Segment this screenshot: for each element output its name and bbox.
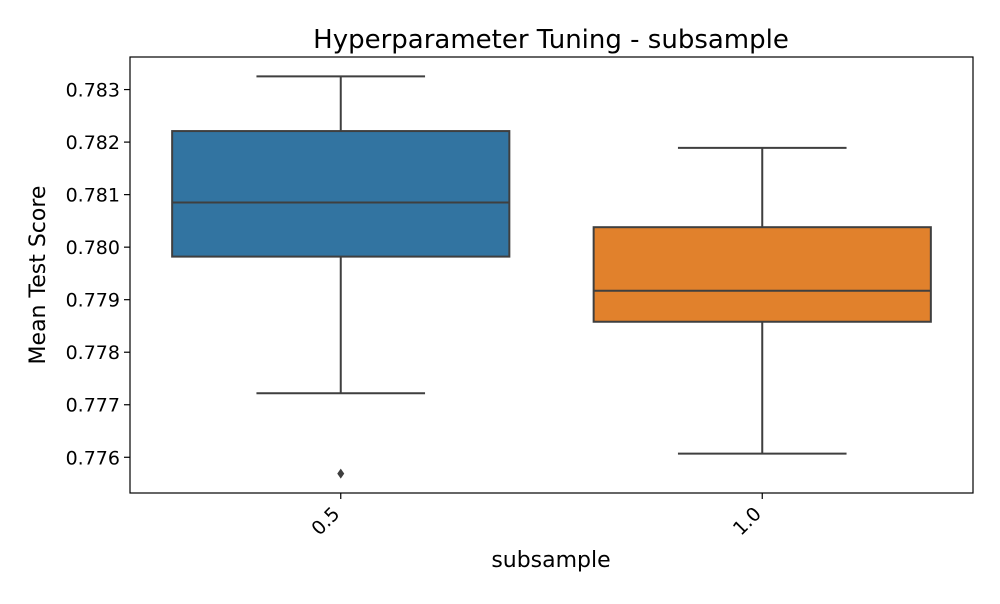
x-tick-label: 1.0: [729, 503, 766, 540]
x-axis-label: subsample: [491, 548, 610, 573]
box-outlier-point: [337, 468, 345, 479]
x-tick-label: 0.5: [307, 503, 344, 540]
y-tick-label: 0.781: [66, 185, 120, 207]
y-tick-label: 0.778: [66, 342, 120, 364]
y-tick-label: 0.782: [66, 132, 120, 154]
chart-title: Hyperparameter Tuning - subsample: [313, 25, 789, 55]
box-body: [592, 226, 932, 323]
plot-area: 0.776 0.777 0.778 0.779 0.780 0.781 0.782 0.783…: [66, 56, 974, 540]
y-tick-label: 0.783: [66, 80, 120, 102]
y-axis-label: Mean Test Score: [26, 186, 51, 365]
plot-frame: [129, 56, 974, 494]
y-tick-label: 0.777: [66, 395, 120, 417]
box-body: [171, 130, 511, 258]
y-tick-label: 0.776: [66, 447, 120, 469]
y-tick-label: 0.779: [66, 290, 120, 312]
y-tick-label: 0.780: [66, 237, 120, 259]
